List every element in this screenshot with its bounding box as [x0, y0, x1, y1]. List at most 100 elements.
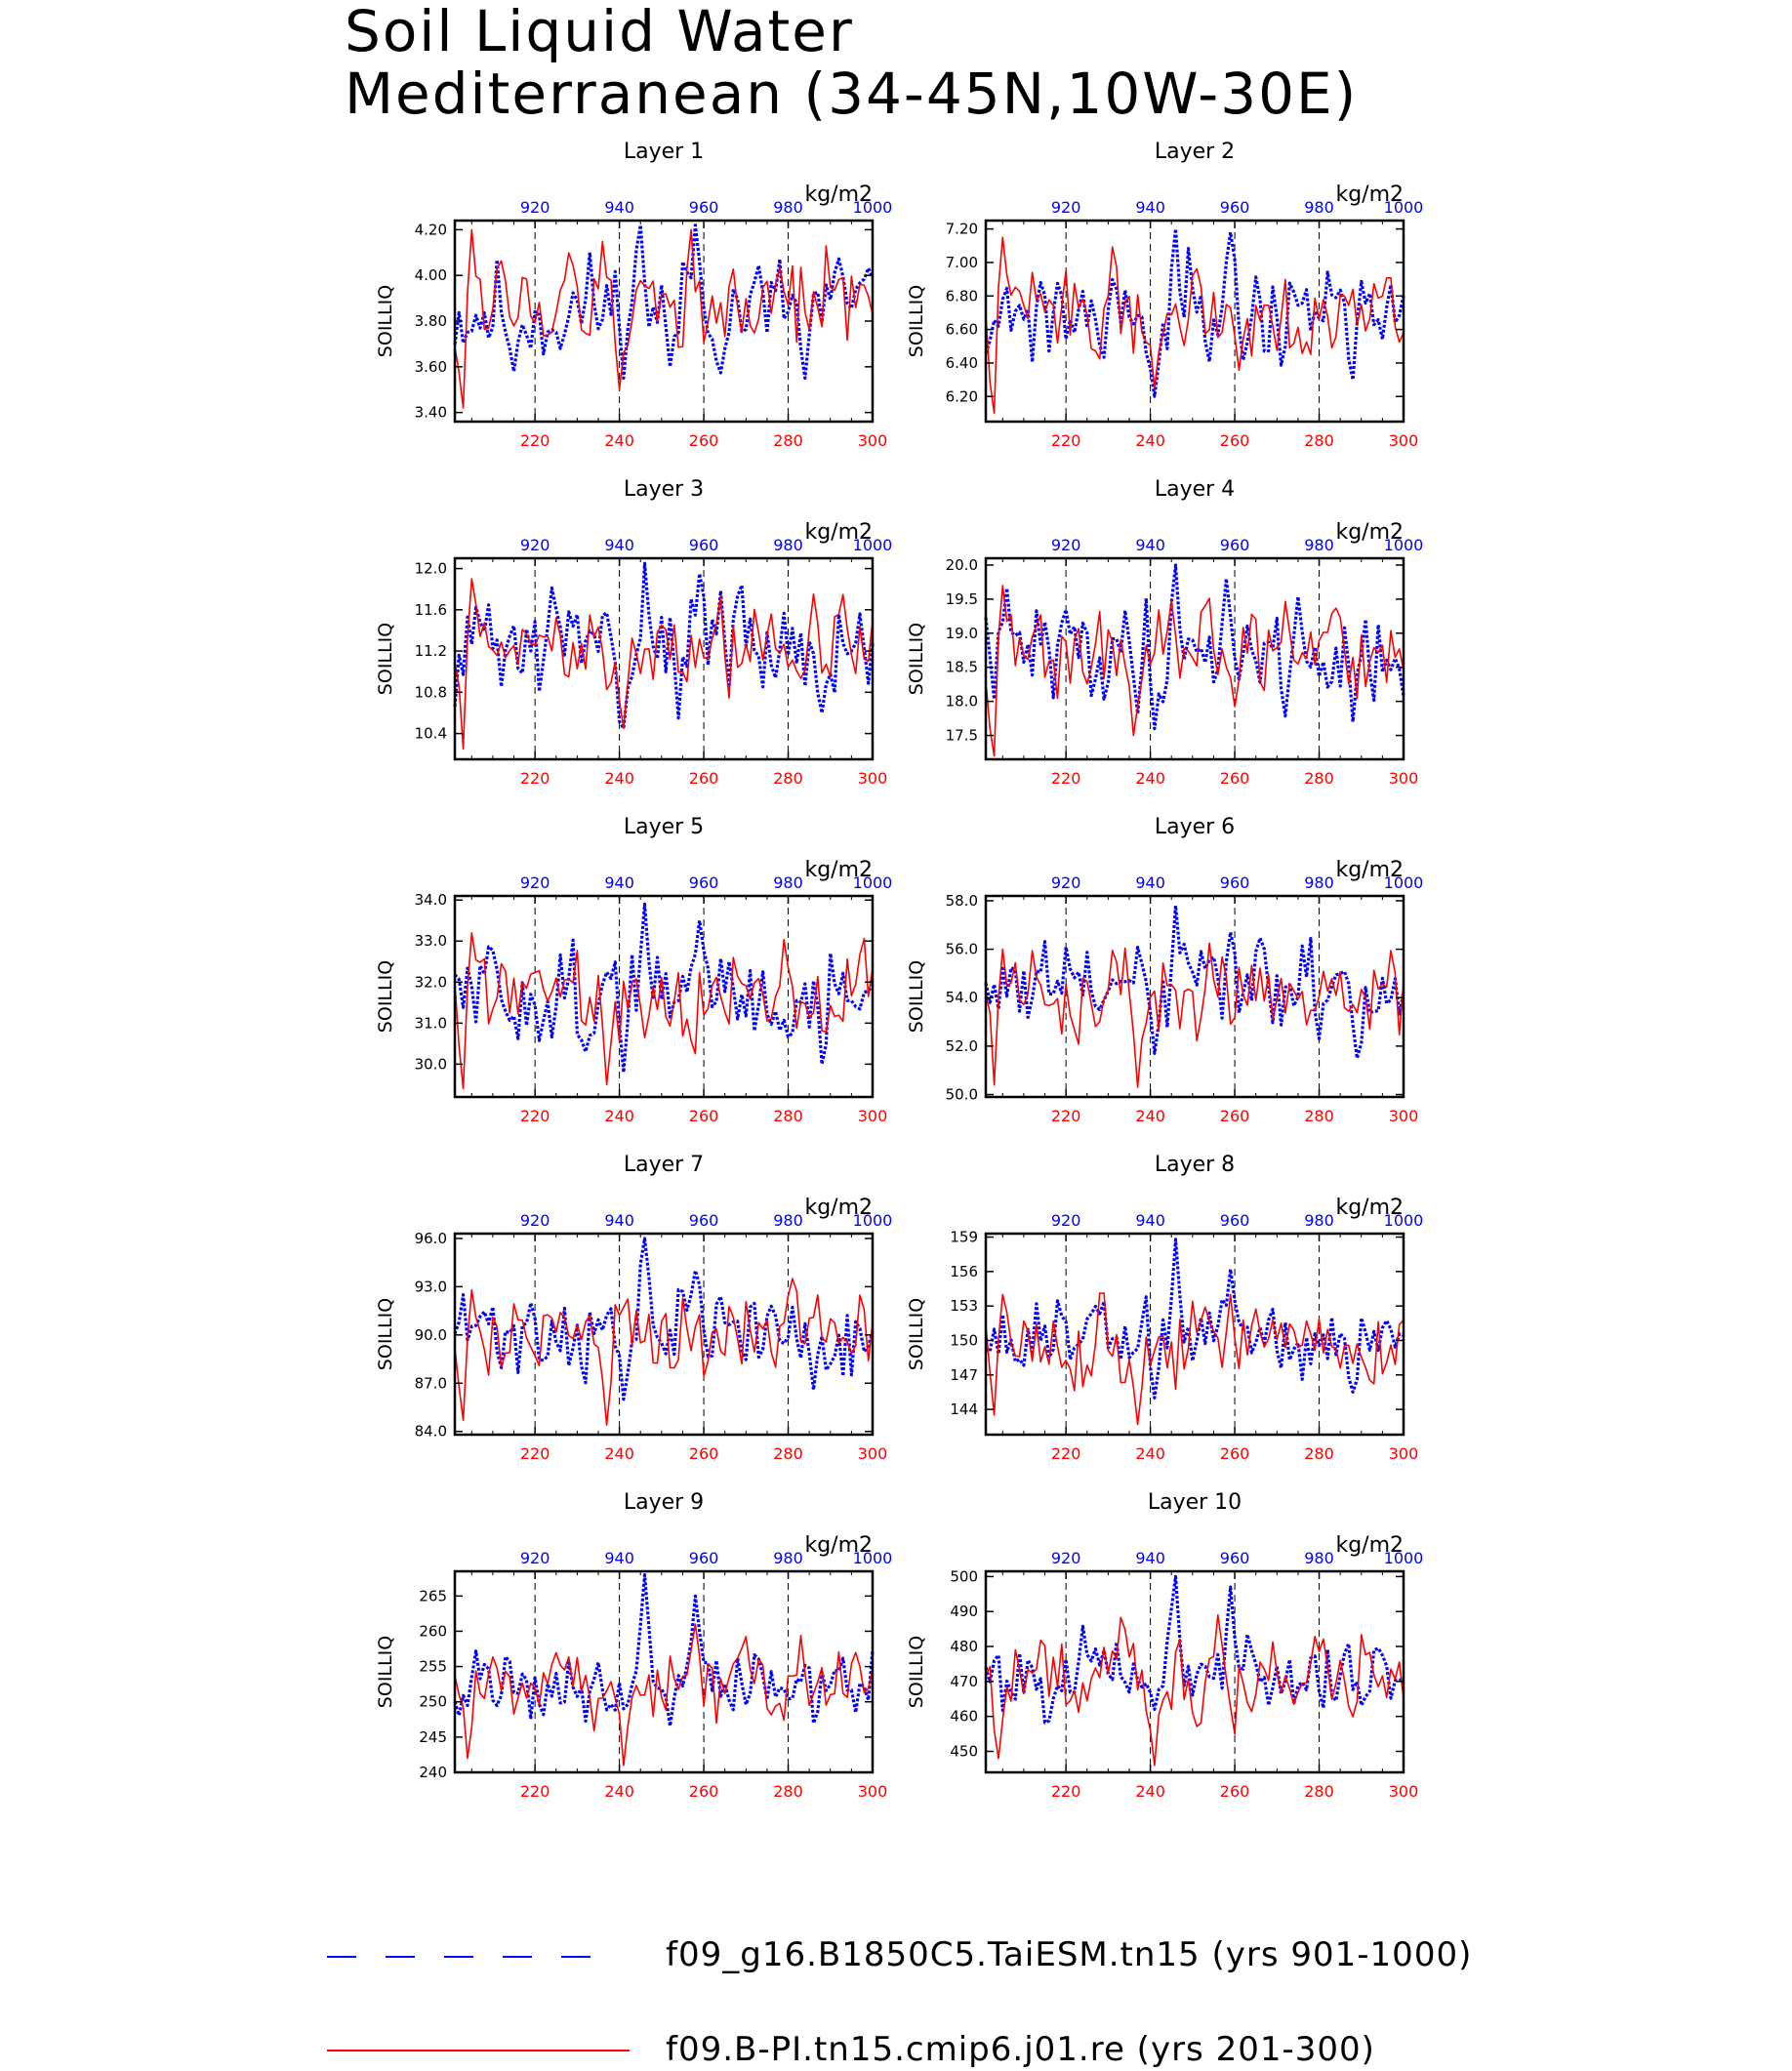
x-tick-label-bottom: 260: [1220, 1444, 1250, 1463]
x-tick-label-top: 940: [604, 198, 634, 217]
x-tick-label-bottom: 220: [1051, 769, 1081, 788]
units-label: kg/m2: [804, 1196, 873, 1220]
x-tick-label-bottom: 240: [1135, 769, 1165, 788]
y-tick-label: 19.5: [946, 590, 978, 608]
y-tick-label: 93.0: [415, 1278, 447, 1295]
y-tick-label: 84.0: [415, 1423, 447, 1441]
x-tick-label-top: 980: [773, 536, 803, 554]
x-tick-label-bottom: 240: [1135, 1444, 1165, 1463]
y-tick-label: 250: [419, 1693, 447, 1711]
y-tick-label: 265: [419, 1587, 447, 1604]
y-tick-label: 3.60: [415, 358, 447, 376]
y-axis-label: SOILLIQ: [906, 1636, 927, 1708]
x-tick-label-bottom: 220: [520, 1444, 550, 1463]
y-tick-label: 34.0: [415, 891, 447, 909]
y-tick-label: 4.00: [415, 266, 447, 284]
chart-panel-8: Layer 8 kg/m2 SOILLIQ 144 147 150 153 156 159 220…: [906, 1153, 1423, 1463]
series-line-cmip6: [454, 931, 874, 1090]
y-tick-label: 19.0: [946, 625, 978, 642]
y-axis-label: SOILLIQ: [906, 1298, 927, 1370]
x-tick-label-bottom: 260: [689, 769, 719, 788]
x-tick-label-top: 940: [1135, 1211, 1165, 1230]
x-tick-label-bottom: 240: [604, 769, 634, 788]
x-tick-label-bottom: 220: [1051, 431, 1081, 450]
x-tick-label-top: 960: [689, 536, 719, 554]
x-tick-label-top: 940: [604, 1549, 634, 1567]
x-tick-label-top: 980: [1304, 536, 1334, 554]
y-tick-label: 18.0: [946, 693, 978, 711]
x-tick-label-bottom: 220: [520, 769, 550, 788]
x-tick-label-top: 1000: [853, 198, 893, 217]
chart-panel-9: Layer 9 kg/m2 SOILLIQ 240 245 250 255 260 265 220…: [375, 1490, 892, 1801]
y-tick-label: 11.6: [415, 601, 447, 619]
x-tick-label-top: 1000: [853, 873, 893, 892]
x-tick-label-top: 980: [1304, 1549, 1334, 1567]
y-tick-label: 18.5: [946, 659, 978, 676]
x-tick-label-top: 960: [1220, 873, 1250, 892]
units-label: kg/m2: [1335, 183, 1404, 207]
x-tick-label-top: 960: [689, 1211, 719, 1230]
units-label: kg/m2: [1335, 1196, 1404, 1220]
x-tick-label-top: 960: [689, 873, 719, 892]
x-tick-label-bottom: 280: [773, 769, 803, 788]
y-tick-label: 20.0: [946, 556, 978, 574]
x-tick-label-bottom: 260: [689, 1444, 719, 1463]
x-tick-label-top: 940: [604, 1211, 634, 1230]
x-tick-label-top: 980: [1304, 873, 1334, 892]
plot-frame: [453, 1232, 875, 1437]
y-tick-label: 147: [950, 1366, 978, 1384]
series-line-taiesm: [453, 223, 875, 381]
chart-panel-5: Layer 5 kg/m2 SOILLIQ 30.0 31.0 32.0 33.0 34.0 2…: [375, 815, 892, 1125]
y-tick-label: 87.0: [415, 1374, 447, 1392]
x-tick-label-top: 980: [773, 198, 803, 217]
x-tick-label-bottom: 220: [520, 431, 550, 450]
panel-title: Layer 8: [1155, 1153, 1235, 1177]
units-label: kg/m2: [1335, 1533, 1404, 1558]
y-axis-label: SOILLIQ: [906, 623, 927, 695]
units-label: kg/m2: [1335, 858, 1404, 882]
figure-title-line1: Soil Liquid Water: [345, 0, 854, 64]
units-label: kg/m2: [804, 520, 873, 545]
panel-title: Layer 2: [1155, 140, 1235, 164]
x-tick-label-bottom: 260: [1220, 1107, 1250, 1125]
x-tick-label-bottom: 280: [1304, 1107, 1334, 1125]
units-label: kg/m2: [804, 1533, 873, 1558]
y-axis-label: SOILLIQ: [906, 285, 927, 357]
y-tick-label: 10.8: [415, 683, 447, 701]
y-tick-label: 500: [950, 1567, 978, 1585]
series-line-taiesm: [984, 227, 1405, 398]
plot-frame: [984, 1569, 1405, 1774]
x-tick-label-bottom: 300: [1389, 1107, 1419, 1125]
chart-panel-10: Layer 10 kg/m2 SOILLIQ 450 460 470 480 490 500 22…: [906, 1490, 1423, 1801]
y-tick-label: 17.5: [946, 727, 978, 745]
x-tick-label-top: 960: [689, 198, 719, 217]
x-tick-label-bottom: 280: [1304, 769, 1334, 788]
plot-frame: [984, 894, 1405, 1099]
y-tick-label: 56.0: [946, 941, 978, 958]
x-tick-label-bottom: 280: [773, 1107, 803, 1125]
panel-title: Layer 9: [624, 1490, 704, 1515]
units-label: kg/m2: [1335, 520, 1404, 545]
x-tick-label-top: 920: [1051, 873, 1081, 892]
x-tick-label-bottom: 260: [689, 1782, 719, 1801]
y-tick-label: 6.60: [946, 321, 978, 339]
y-tick-label: 10.4: [415, 725, 447, 743]
x-tick-label-top: 920: [520, 198, 550, 217]
x-tick-label-bottom: 280: [1304, 1444, 1334, 1463]
y-tick-label: 6.80: [946, 287, 978, 305]
series-line-cmip6: [454, 1278, 874, 1426]
y-tick-label: 460: [950, 1708, 978, 1726]
chart-panel-1: Layer 1 kg/m2 SOILLIQ 3.40 3.60 3.80 4.00 4.20 2…: [375, 140, 892, 450]
x-tick-label-top: 1000: [1384, 1549, 1424, 1567]
x-tick-label-top: 1000: [1384, 536, 1424, 554]
x-tick-label-top: 960: [1220, 536, 1250, 554]
x-tick-label-bottom: 240: [1135, 431, 1165, 450]
x-tick-label-top: 920: [520, 1549, 550, 1567]
y-tick-label: 470: [950, 1673, 978, 1690]
y-tick-label: 260: [419, 1622, 447, 1640]
panel-title: Layer 6: [1155, 815, 1235, 839]
x-tick-label-bottom: 300: [1389, 431, 1419, 450]
x-tick-label-top: 920: [1051, 198, 1081, 217]
series-line-taiesm: [453, 1572, 875, 1728]
figure-title-line2: Mediterranean (34-45N,10W-30E): [345, 61, 1359, 127]
